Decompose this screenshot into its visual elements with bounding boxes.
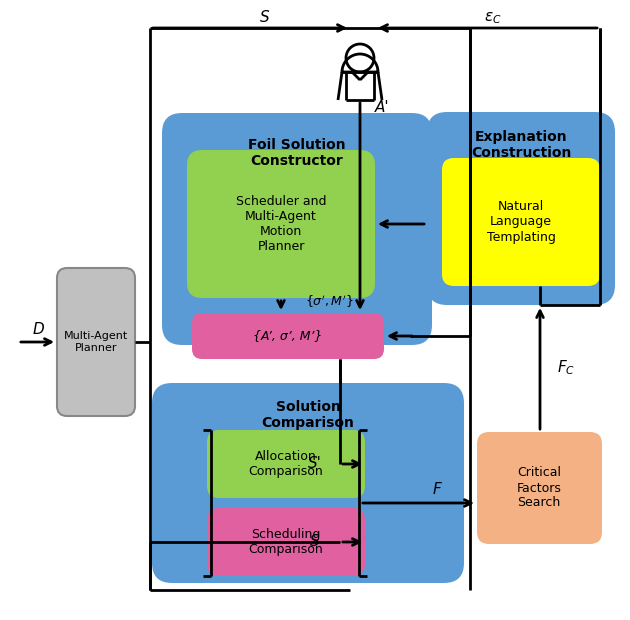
Text: S: S (260, 11, 270, 25)
Text: Scheduler and
Multi-Agent
Motion
Planner: Scheduler and Multi-Agent Motion Planner (236, 195, 326, 253)
Text: $F_C$: $F_C$ (557, 358, 575, 378)
FancyBboxPatch shape (57, 268, 135, 416)
Text: Multi-Agent
Planner: Multi-Agent Planner (64, 331, 128, 353)
Text: D: D (32, 322, 44, 337)
FancyBboxPatch shape (207, 508, 365, 576)
Text: A': A' (375, 100, 389, 115)
FancyBboxPatch shape (152, 383, 464, 583)
Text: Critical
Factors
Search: Critical Factors Search (517, 466, 561, 510)
Text: {A’, σ’, M’}: {A’, σ’, M’} (253, 329, 323, 342)
Text: Natural
Language
Templating: Natural Language Templating (486, 200, 556, 244)
FancyBboxPatch shape (477, 432, 602, 544)
Text: Foil Solution
Constructor: Foil Solution Constructor (248, 138, 346, 168)
Text: F: F (433, 482, 442, 497)
FancyBboxPatch shape (187, 150, 375, 298)
Text: S': S' (308, 456, 322, 471)
FancyBboxPatch shape (427, 112, 615, 305)
Text: Explanation
Construction: Explanation Construction (471, 130, 571, 160)
FancyBboxPatch shape (192, 313, 384, 359)
Text: $\{\sigma', M'\}$: $\{\sigma', M'\}$ (305, 294, 353, 310)
Text: Allocation
Comparison: Allocation Comparison (249, 450, 323, 478)
Text: Solution
Comparison: Solution Comparison (261, 400, 355, 430)
FancyBboxPatch shape (162, 113, 432, 345)
Text: $\varepsilon_C$: $\varepsilon_C$ (484, 10, 502, 26)
Text: Scheduling
Comparison: Scheduling Comparison (249, 528, 323, 556)
Text: S: S (310, 534, 320, 549)
FancyBboxPatch shape (207, 430, 365, 498)
FancyBboxPatch shape (442, 158, 600, 286)
